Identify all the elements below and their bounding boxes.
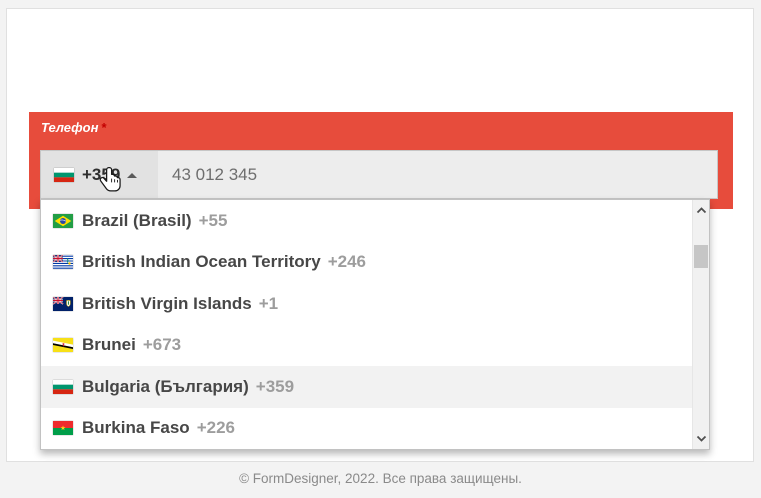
flag-icon-brunei [53,338,73,353]
country-name: Brunei [82,335,136,355]
flag-icon-british-indian-ocean-territory [53,255,73,270]
scroll-up-button[interactable] [693,202,709,219]
phone-input-group: +359 [40,150,718,199]
country-name: British Indian Ocean Territory [82,252,321,272]
scrollbar-thumb[interactable] [694,245,708,268]
dropdown-scrollbar[interactable] [692,200,709,449]
flag-icon-burkina-faso [53,421,73,436]
footer: © FormDesigner, 2022. Все права защищены… [0,471,761,486]
country-dropdown-list: Brazil (Brasil) +55 [40,199,710,450]
country-name: Bulgaria (България) [82,376,249,396]
country-option-british-virgin-islands[interactable]: British Virgin Islands +1 [41,283,692,325]
country-dial-code: +226 [196,418,235,438]
country-name: Burkina Faso [82,418,190,438]
flag-icon-bulgaria [54,167,74,182]
phone-number-input[interactable] [158,151,717,198]
selected-dial-code: +359 [82,164,121,184]
chevron-down-icon [696,435,706,442]
country-option-burkina-faso[interactable]: Burkina Faso +226 [41,408,692,450]
country-dial-code: +55 [198,210,228,230]
country-dial-code: +246 [327,252,366,272]
country-option-brunei[interactable]: Brunei +673 [41,325,692,367]
country-name: Brazil (Brasil) [82,210,192,230]
dropdown-open-arrow-icon [127,172,138,178]
country-dial-code: +1 [258,293,279,313]
required-asterisk: * [101,120,107,135]
label-text: Телефон [41,120,99,135]
phone-field-label: Телефон * [41,120,107,135]
flag-icon-brazil [53,213,73,228]
country-name: British Virgin Islands [82,293,252,313]
flag-icon-british-virgin-islands [53,296,73,311]
country-selector-button[interactable]: +359 [41,151,158,198]
scroll-down-button[interactable] [693,430,709,447]
country-option-bulgaria[interactable]: Bulgaria (България) +359 [41,366,692,408]
country-option-british-indian-ocean-territory[interactable]: British Indian Ocean Territory +246 [41,242,692,284]
country-dial-code: +673 [142,335,182,355]
chevron-up-icon [696,207,706,214]
country-dial-code: +359 [255,376,295,396]
country-option-brazil[interactable]: Brazil (Brasil) +55 [41,200,692,242]
flag-icon-bulgaria [53,379,73,394]
copyright-text: © FormDesigner, 2022. Все права защищены… [239,471,522,486]
